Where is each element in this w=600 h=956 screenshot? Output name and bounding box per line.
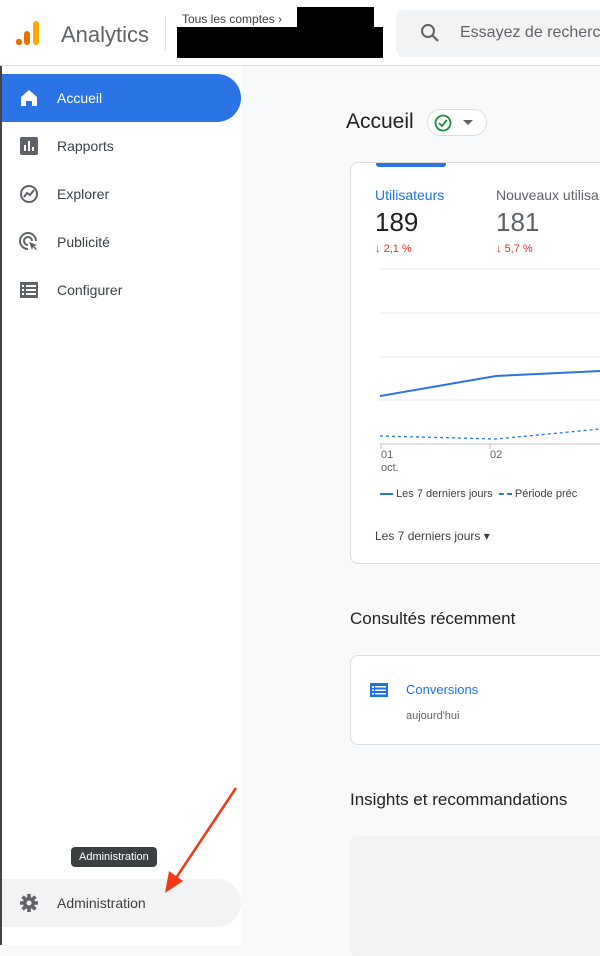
- ads-click-icon: [19, 232, 39, 252]
- insights-heading: Insights et recommandations: [350, 790, 568, 809]
- x-tick-label: 01: [381, 449, 393, 461]
- redacted-property[interactable]: [177, 27, 383, 58]
- date-range-dropdown[interactable]: Les 7 derniers jours ▾: [375, 529, 490, 543]
- recent-item-time: aujourd'hui: [406, 710, 460, 722]
- series-current-line: [379, 370, 600, 397]
- bar-chart-icon: [19, 136, 39, 156]
- search-input[interactable]: Essayez de recherc: [396, 10, 600, 57]
- list-icon: [19, 280, 39, 300]
- active-tab-indicator: [376, 163, 446, 167]
- metric-tab-users[interactable]: Utilisateurs: [375, 187, 445, 203]
- admin-tooltip: Administration: [71, 847, 157, 867]
- x-tick-month: oct.: [381, 462, 399, 473]
- list-icon: [370, 683, 388, 697]
- sidebar-item-accueil[interactable]: Accueil: [2, 74, 241, 122]
- metric-value: 181: [496, 207, 540, 237]
- caret-down-icon: ▾: [483, 529, 490, 543]
- sidebar-item-explorer[interactable]: Explorer: [2, 170, 241, 218]
- chart-legend: Les 7 derniers jours Période préc: [380, 488, 577, 500]
- annotation-arrow: [165, 787, 238, 893]
- legend-previous: Période préc: [514, 488, 578, 500]
- divider: [165, 17, 166, 50]
- metric-value: 189: [375, 207, 419, 237]
- top-bar: Analytics Tous les comptes › Essayez de …: [0, 0, 600, 66]
- app-name: Analytics: [61, 22, 150, 47]
- redacted-account: [297, 7, 374, 27]
- x-tick-label: 02: [490, 449, 502, 461]
- overview-card: Utilisateurs 189 ↓ 2,1 % Nouveaux utilis…: [350, 162, 600, 564]
- insights-card: [350, 836, 600, 956]
- page-title: Accueil: [346, 110, 414, 133]
- recent-item[interactable]: Conversions aujourd'hui: [350, 655, 600, 745]
- breadcrumb[interactable]: Tous les comptes ›: [182, 12, 283, 26]
- legend-solid-swatch: [380, 493, 393, 496]
- metric-tab-new-users[interactable]: Nouveaux utilisa: [496, 187, 599, 203]
- home-icon: [19, 88, 39, 108]
- sidebar-item-administration[interactable]: Administration: [2, 879, 241, 927]
- sidebar-item-configurer[interactable]: Configurer: [2, 266, 241, 314]
- series-previous-line: [379, 428, 600, 440]
- metric-delta: ↓ 5,7 %: [496, 243, 533, 255]
- check-circle-icon: [434, 114, 452, 132]
- recent-heading: Consultés récemment: [350, 609, 516, 628]
- metric-delta: ↓ 2,1 %: [375, 243, 412, 255]
- chevron-down-icon: [463, 120, 473, 125]
- legend-dashed-swatch: [498, 493, 512, 496]
- sidebar-item-rapports[interactable]: Rapports: [2, 122, 241, 170]
- legend-current: Les 7 derniers jours: [396, 488, 493, 500]
- explore-icon: [19, 184, 39, 204]
- gear-icon: [19, 893, 39, 913]
- status-dropdown[interactable]: [427, 109, 487, 136]
- search-icon: [421, 24, 439, 42]
- sidebar-item-publicite[interactable]: Publicité: [2, 218, 241, 266]
- recent-item-name[interactable]: Conversions: [406, 682, 479, 697]
- analytics-logo[interactable]: [14, 18, 44, 48]
- sidebar: [0, 66, 241, 945]
